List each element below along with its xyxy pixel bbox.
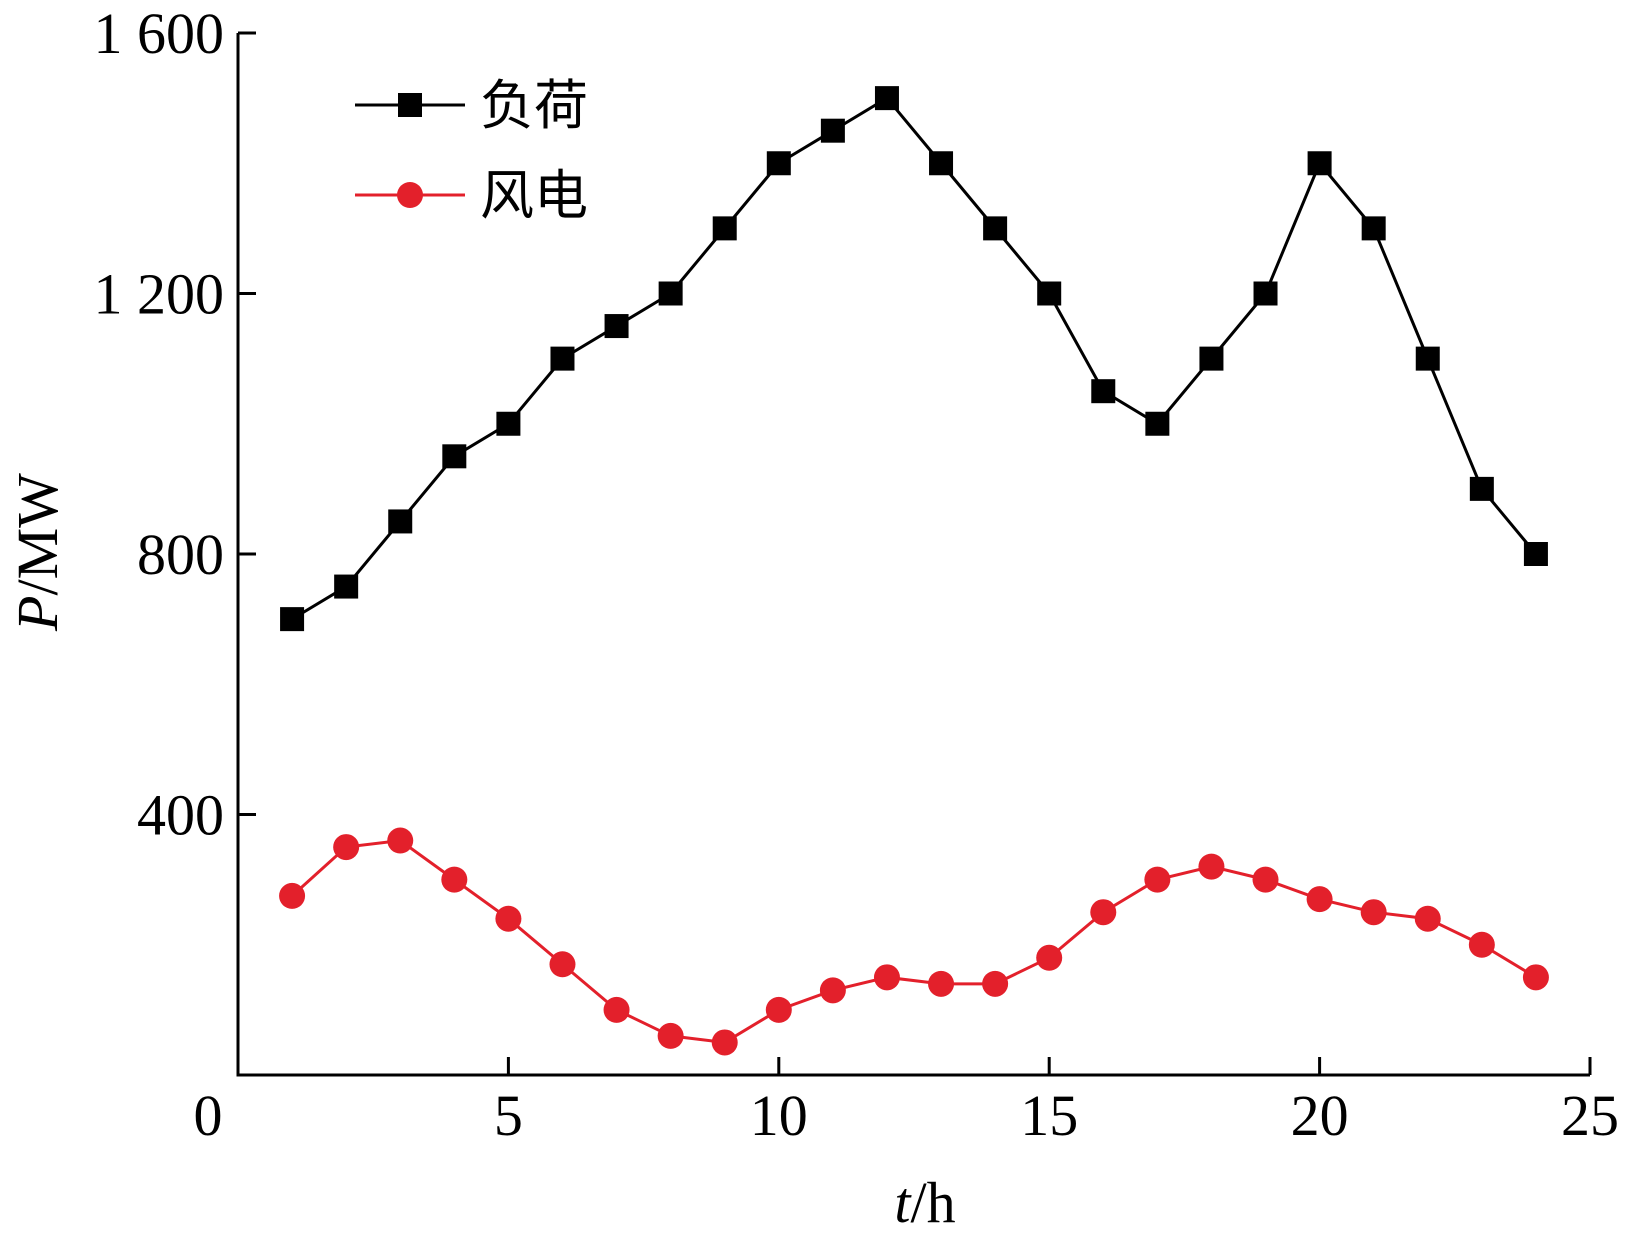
series-line [291, 96, 1538, 621]
data-point [1252, 866, 1279, 893]
data-point [712, 216, 737, 241]
data-point [1361, 216, 1386, 241]
data-point [1037, 281, 1062, 306]
x-tick-label: 5 [494, 1083, 523, 1148]
data-point [387, 827, 414, 854]
data-point [874, 86, 899, 111]
data-point [1090, 899, 1117, 926]
data-point [495, 905, 522, 932]
x-tick-label: 15 [1020, 1083, 1078, 1148]
legend-label: 风电 [480, 164, 588, 227]
series-line [291, 838, 1537, 1044]
data-point [711, 1029, 738, 1056]
data-point [658, 281, 683, 306]
x-axis-title: t/h [894, 1170, 955, 1235]
data-point [982, 970, 1009, 997]
legend-label: 负荷 [480, 74, 588, 137]
data-point [657, 1022, 684, 1049]
data-point [334, 574, 359, 599]
y-axis-var: P [5, 596, 70, 632]
series-2 [279, 827, 1549, 1056]
data-point [1198, 853, 1225, 880]
data-point [388, 509, 413, 534]
data-point [1522, 964, 1549, 991]
y-tick-label: 800 [137, 522, 224, 587]
x-tick-label: 0 [194, 1083, 223, 1148]
data-point [496, 411, 521, 436]
data-point [1360, 899, 1387, 926]
y-tick-label: 1 600 [94, 1, 225, 66]
data-point [549, 951, 576, 978]
data-point [766, 151, 791, 176]
data-point [280, 607, 305, 632]
data-point [1523, 542, 1548, 566]
x-axis-unit: /h [911, 1170, 956, 1235]
data-point [604, 314, 629, 339]
y-axis-unit: /MW [5, 473, 70, 596]
data-point [765, 996, 792, 1023]
data-point [1307, 151, 1332, 176]
data-point [1091, 379, 1116, 404]
data-point [1468, 931, 1495, 958]
x-tick-label: 25 [1561, 1083, 1619, 1148]
axis-frame [236, 33, 1590, 1077]
data-point [928, 970, 955, 997]
data-point [1415, 346, 1440, 371]
data-point [1414, 905, 1441, 932]
axes [236, 33, 1590, 1077]
legend-item: 负荷 [355, 74, 588, 137]
legend-item: 风电 [355, 164, 588, 227]
data-point [1145, 411, 1170, 436]
data-point [983, 216, 1008, 241]
y-axis-title: P/MW [5, 473, 70, 632]
x-axis-var: t [894, 1170, 912, 1235]
legend-marker [398, 93, 422, 117]
data-point [1253, 281, 1278, 306]
data-point [603, 996, 630, 1023]
x-tick-label: 10 [750, 1083, 808, 1148]
data-point [442, 444, 467, 469]
series-layer [279, 86, 1549, 1056]
data-point [441, 866, 468, 893]
data-point [279, 882, 306, 909]
data-point [1306, 886, 1333, 913]
data-point [550, 346, 575, 371]
y-tick-label: 400 [137, 783, 224, 848]
data-point [333, 834, 360, 861]
data-point [1199, 346, 1224, 371]
y-tick-label: 1 200 [94, 262, 225, 327]
data-point [1469, 476, 1494, 501]
data-point [1036, 944, 1063, 971]
data-point [1144, 866, 1171, 893]
data-point [819, 977, 846, 1004]
ticks: 0 5 10 15 20 25 400 800 1 200 1 600 [94, 1, 1620, 1148]
data-point [929, 151, 954, 176]
data-point [820, 118, 845, 143]
data-point [873, 964, 900, 991]
series-1 [280, 86, 1548, 632]
legend-marker [397, 182, 423, 208]
x-tick-label: 20 [1291, 1083, 1349, 1148]
